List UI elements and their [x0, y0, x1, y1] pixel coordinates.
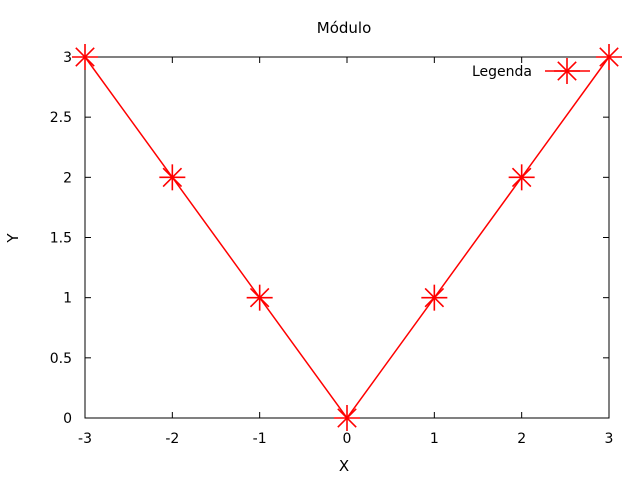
data-point-stroke	[337, 408, 357, 428]
y-tick-label: 0	[63, 411, 72, 427]
legend-label: Legenda	[472, 64, 532, 80]
data-point-stroke	[249, 287, 270, 308]
y-axis: 0 0.5 1 1.5 2 2.5 3	[50, 50, 609, 427]
y-tick-label: 1.5	[50, 231, 72, 247]
y-tick-label: 0.5	[50, 351, 72, 367]
legend: Legenda	[472, 58, 590, 84]
y-tick-label: 2	[63, 170, 72, 186]
x-tick-label: -2	[165, 431, 179, 447]
y-tick-label: 3	[63, 50, 72, 66]
data-point-marker	[596, 44, 622, 70]
data-point-stroke	[511, 167, 532, 188]
series-line	[84, 56, 610, 420]
data-point-marker	[72, 44, 98, 70]
legend-marker-icon	[554, 58, 580, 84]
x-tick-label: 3	[605, 431, 614, 447]
legend-star-icon	[554, 58, 580, 84]
data-point-marker	[508, 164, 535, 191]
data-point-stroke	[162, 167, 183, 188]
y-tick-label: 2.5	[50, 110, 72, 126]
x-axis: -3 -2 -1 0 1 2 3	[78, 57, 613, 447]
y-axis-label: Y	[4, 233, 22, 244]
plot-frame	[84, 56, 610, 419]
data-point-marker	[334, 405, 360, 431]
y-tick-label: 1	[63, 291, 72, 307]
data-point-marker	[421, 284, 448, 311]
data-point-stroke	[424, 287, 445, 308]
x-tick-label: 0	[343, 431, 352, 447]
data-point-marker	[159, 164, 186, 191]
data-point-stroke	[557, 61, 577, 81]
data-point-stroke	[75, 47, 95, 67]
x-tick-label: -3	[78, 431, 92, 447]
x-axis-label: X	[339, 457, 349, 475]
data-point-marker	[246, 284, 273, 311]
series-layer	[72, 44, 622, 431]
chart-title: Módulo	[317, 19, 372, 37]
x-tick-label: -1	[253, 431, 267, 447]
x-tick-label: 2	[517, 431, 526, 447]
data-point-stroke	[599, 47, 619, 67]
x-tick-label: 1	[430, 431, 439, 447]
